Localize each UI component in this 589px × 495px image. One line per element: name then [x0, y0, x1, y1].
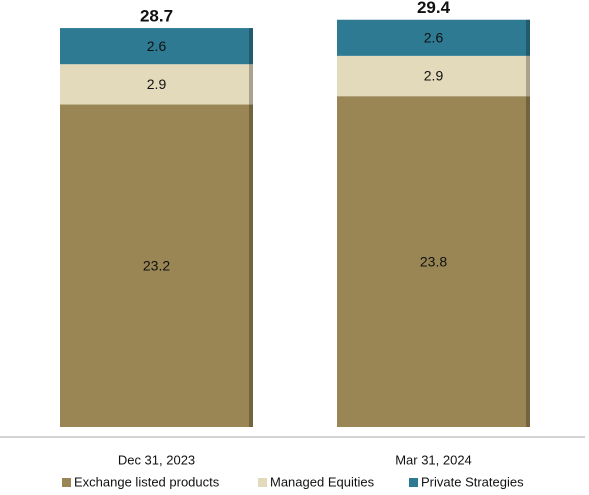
bar-edge	[249, 104, 253, 428]
legend-swatch	[409, 478, 418, 487]
bar-segment	[337, 55, 530, 97]
data-label: 2.9	[147, 76, 167, 92]
bar-edge	[249, 64, 253, 105]
x-tick-label: Dec 31, 2023	[118, 452, 195, 467]
legend-label: Private Strategies	[421, 474, 524, 489]
bar-segment	[60, 104, 253, 428]
bar-edge	[526, 55, 530, 97]
bar-segment	[337, 96, 530, 428]
legend-swatch	[258, 478, 267, 487]
bar-edge	[526, 96, 530, 428]
x-tick-label: Mar 31, 2024	[395, 452, 472, 467]
data-label: 2.6	[147, 38, 167, 54]
bar-segment	[60, 64, 253, 105]
bar-edge	[526, 19, 530, 56]
legend-swatch	[62, 478, 71, 487]
bar-segment	[337, 19, 530, 56]
data-label: 2.6	[424, 30, 444, 46]
total-label: 28.7	[140, 7, 173, 26]
bar-edge	[249, 28, 253, 65]
legend-label: Managed Equities	[270, 474, 375, 489]
data-label: 2.9	[424, 68, 444, 84]
bar-segment	[60, 28, 253, 65]
legend-label: Exchange listed products	[74, 474, 220, 489]
total-label: 29.4	[417, 0, 451, 17]
data-label: 23.2	[143, 257, 170, 273]
data-label: 23.8	[420, 253, 447, 269]
